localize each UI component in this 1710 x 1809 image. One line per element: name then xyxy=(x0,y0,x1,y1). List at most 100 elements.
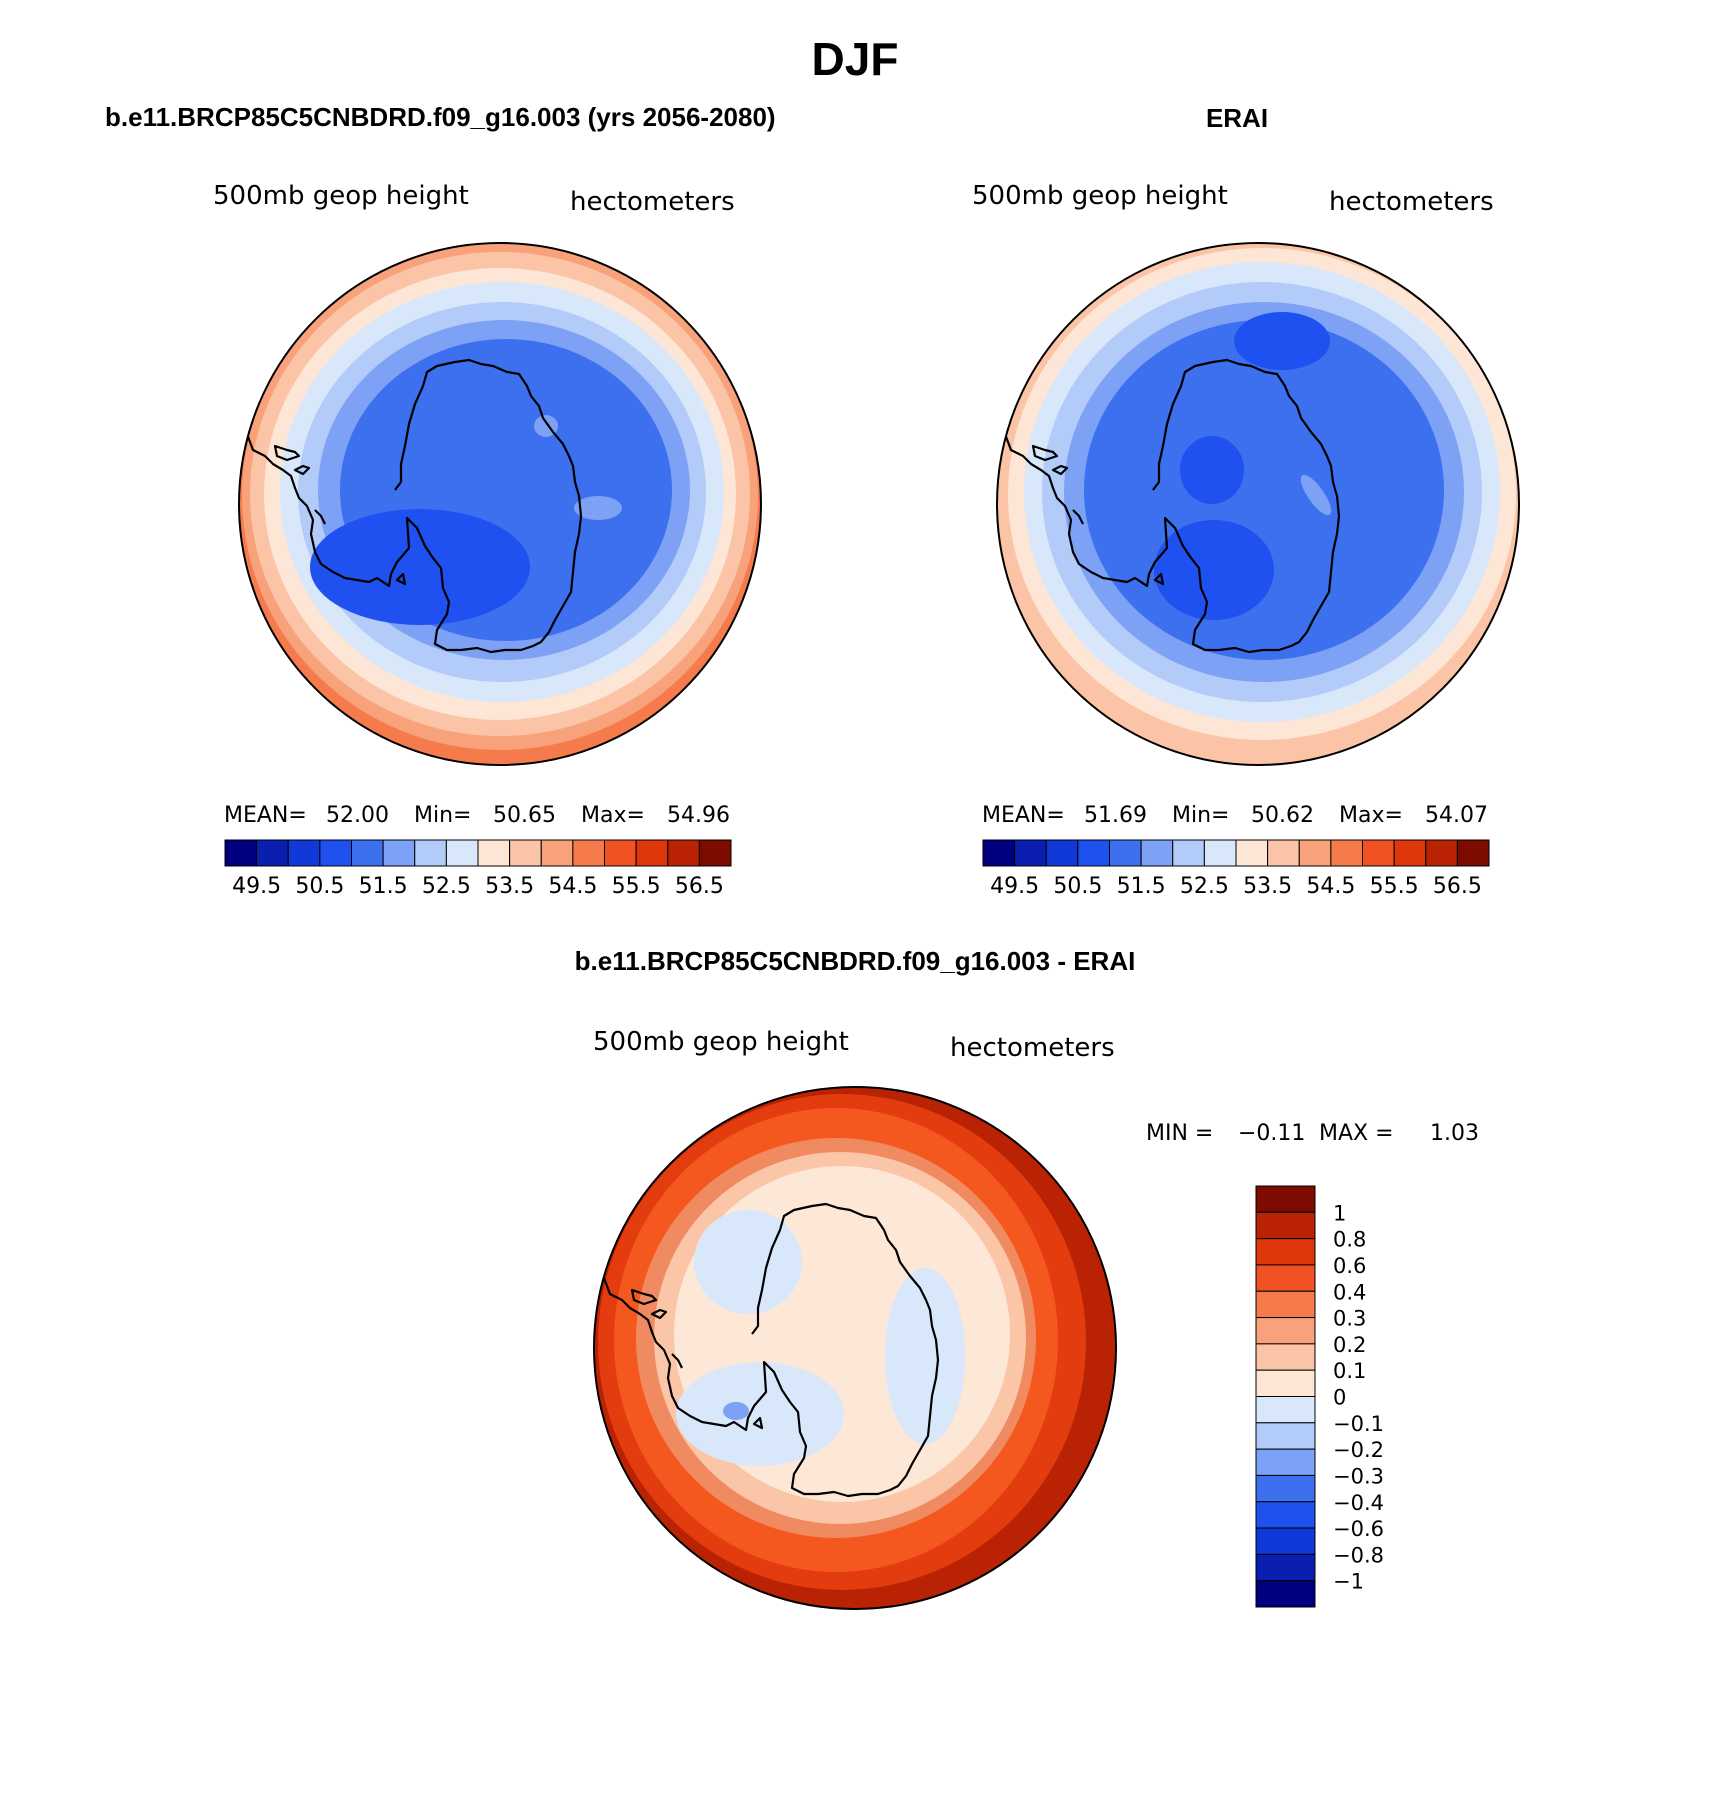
colorbar-right-tick-label: 55.5 xyxy=(1370,874,1419,899)
colorbar-bottom-tick-label: 0.1 xyxy=(1333,1359,1366,1383)
colorbar-bottom-tick-label: 1 xyxy=(1333,1201,1346,1225)
colorbar-left-swatch xyxy=(477,839,511,867)
colorbar-bottom-swatch xyxy=(1255,1369,1316,1397)
colorbar-bottom-swatch xyxy=(1255,1185,1316,1213)
colorbar-right-tick-label: 56.5 xyxy=(1433,874,1482,899)
colorbar-bottom-tick-label: 0.8 xyxy=(1333,1228,1366,1252)
stats-left-max: 54.96 xyxy=(667,803,730,828)
panel-bottom-variable: 500mb geop height xyxy=(593,1027,849,1057)
colorbar-bottom-swatch xyxy=(1255,1501,1316,1529)
colorbar-bottom-swatch xyxy=(1255,1396,1316,1424)
map-bottom xyxy=(594,1087,1116,1609)
colorbar-bottom-swatch xyxy=(1255,1474,1316,1503)
colorbar-right-swatch xyxy=(1393,839,1427,867)
colorbar-right: 49.5 50.5 51.5 52.5 53.5 54.5 55.5 56.5 xyxy=(982,839,1490,899)
colorbar-left-swatch xyxy=(256,839,289,867)
colorbar-right-swatch xyxy=(1109,839,1142,867)
colorbar-left-swatch xyxy=(351,839,384,867)
stats-left-mean: 52.00 xyxy=(326,803,389,828)
panel-left-variable: 500mb geop height xyxy=(213,181,469,211)
stats-left-min: 50.65 xyxy=(493,803,556,828)
stats-bottom-max: 1.03 xyxy=(1430,1121,1479,1146)
panel-left-title: b.e11.BRCP85C5CNBDRD.f09_g16.003 (yrs 20… xyxy=(105,102,776,132)
panel-right-variable: 500mb geop height xyxy=(972,181,1228,211)
colorbar-left-tick-label: 51.5 xyxy=(359,874,408,899)
map-right-border xyxy=(996,242,1520,766)
colorbar-right-swatch xyxy=(1425,839,1458,867)
colorbar-bottom: 1 0.80.60.4 0.30.20.1 0−0.1−0.2−0.3 −0.4−0.6… xyxy=(1255,1185,1384,1608)
stats-left: MEAN= 52.00 Min= 50.65 Max= 54.96 xyxy=(224,803,730,828)
stats-left-max-label: Max= xyxy=(581,803,645,828)
colorbar-right-swatch xyxy=(1330,839,1363,867)
colorbar-bottom-swatch xyxy=(1255,1211,1316,1240)
colorbar-left-swatch xyxy=(287,839,321,867)
colorbar-bottom-tick-label: 0.6 xyxy=(1333,1254,1366,1278)
colorbar-left-tick-label: 50.5 xyxy=(295,874,344,899)
colorbar-right-swatch xyxy=(1456,839,1490,867)
colorbar-left-tick-label: 55.5 xyxy=(612,874,661,899)
colorbar-left-tick-label: 56.5 xyxy=(675,874,724,899)
panel-left: b.e11.BRCP85C5CNBDRD.f09_g16.003 (yrs 20… xyxy=(105,102,776,899)
colorbar-right-swatch xyxy=(1014,839,1047,867)
colorbar-right-swatch xyxy=(1362,839,1395,867)
stats-bottom-max-label: MAX = xyxy=(1319,1121,1394,1146)
colorbar-bottom-tick-label: 0.3 xyxy=(1333,1307,1366,1331)
stats-bottom: MIN = −0.11 MAX = 1.03 xyxy=(1146,1121,1479,1146)
colorbar-left-tick-label: 54.5 xyxy=(548,874,597,899)
colorbar-bottom-swatch xyxy=(1255,1580,1316,1608)
colorbar-bottom-swatch xyxy=(1255,1317,1316,1345)
stats-right-max-label: Max= xyxy=(1339,803,1403,828)
stats-right-mean-label: MEAN= xyxy=(982,803,1065,828)
stats-right-min-label: Min= xyxy=(1172,803,1229,828)
stats-right-mean: 51.69 xyxy=(1084,803,1147,828)
map-left xyxy=(239,243,761,765)
panel-right-title: ERAI xyxy=(1206,103,1268,133)
colorbar-bottom-tick-label: −0.8 xyxy=(1333,1543,1384,1567)
colorbar-bottom-swatch xyxy=(1255,1238,1316,1266)
panel-left-units: hectometers xyxy=(570,187,735,217)
colorbar-left: 49.5 50.5 51.5 52.5 53.5 54.5 55.5 56.5 xyxy=(224,839,732,899)
colorbar-bottom-tick-label: −0.1 xyxy=(1333,1412,1384,1436)
colorbar-bottom-tick-label: −0.6 xyxy=(1333,1517,1384,1541)
map-bottom-border xyxy=(593,1086,1117,1610)
colorbar-right-tick-label: 53.5 xyxy=(1243,874,1292,899)
colorbar-left-swatch xyxy=(445,839,479,867)
panel-right: ERAI 500mb geop height hectometers MEAN=… xyxy=(972,103,1520,899)
colorbar-left-tick-label: 49.5 xyxy=(232,874,281,899)
colorbar-right-swatch xyxy=(1235,839,1269,867)
panel-right-units: hectometers xyxy=(1329,187,1494,217)
colorbar-left-swatch xyxy=(509,839,542,867)
colorbar-left-swatch xyxy=(635,839,669,867)
map-left-border xyxy=(238,242,762,766)
colorbar-right-swatch xyxy=(1172,839,1205,867)
colorbar-bottom-tick-label: 0 xyxy=(1333,1386,1346,1410)
main-title: DJF xyxy=(812,33,899,85)
colorbar-left-swatch xyxy=(698,839,732,867)
colorbar-bottom-tick-label: −1 xyxy=(1333,1570,1364,1594)
colorbar-bottom-swatch xyxy=(1255,1290,1316,1319)
panel-bottom-units: hectometers xyxy=(950,1033,1115,1063)
colorbar-right-swatch xyxy=(1298,839,1332,867)
colorbar-left-tick-label: 52.5 xyxy=(422,874,471,899)
colorbar-right-swatch xyxy=(1140,839,1174,867)
colorbar-bottom-tick-label: −0.4 xyxy=(1333,1491,1384,1515)
colorbar-bottom-tick-label: −0.2 xyxy=(1333,1438,1384,1462)
colorbar-right-swatch xyxy=(982,839,1016,867)
colorbar-right-tick-label: 51.5 xyxy=(1117,874,1166,899)
colorbar-right-swatch xyxy=(1077,839,1110,867)
panel-bottom: b.e11.BRCP85C5CNBDRD.f09_g16.003 - ERAI … xyxy=(575,946,1479,1610)
colorbar-left-swatch xyxy=(382,839,416,867)
stats-right-min: 50.62 xyxy=(1251,803,1314,828)
colorbar-right-swatch xyxy=(1267,839,1300,867)
map-right xyxy=(997,243,1519,765)
colorbar-bottom-tick-label: 0.2 xyxy=(1333,1333,1366,1357)
colorbar-left-swatch xyxy=(224,839,258,867)
colorbar-bottom-swatch xyxy=(1255,1448,1316,1476)
colorbar-bottom-swatch xyxy=(1255,1553,1316,1582)
stats-left-min-label: Min= xyxy=(414,803,471,828)
stats-right: MEAN= 51.69 Min= 50.62 Max= 54.07 xyxy=(982,803,1488,828)
colorbar-right-tick-label: 54.5 xyxy=(1306,874,1355,899)
colorbar-right-swatch xyxy=(1045,839,1079,867)
colorbar-left-swatch xyxy=(604,839,637,867)
